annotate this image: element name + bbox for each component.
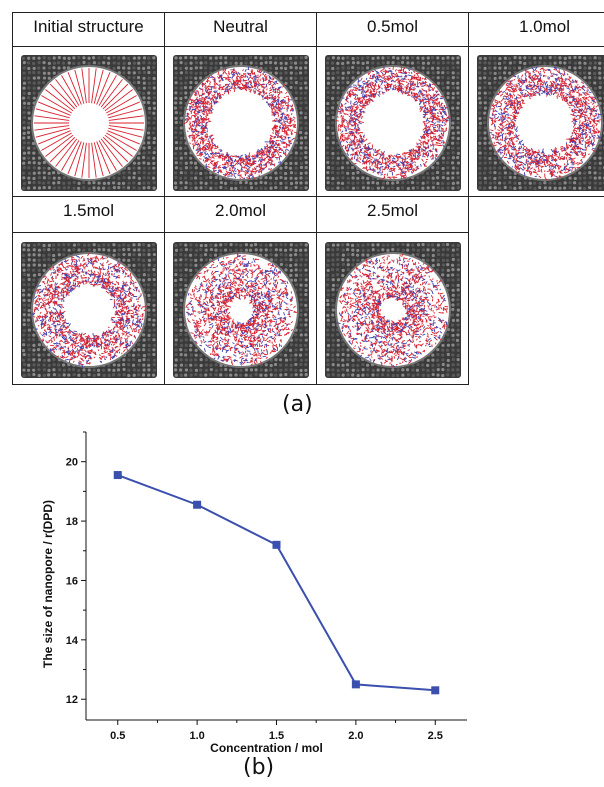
membrane-snapshot-image — [325, 55, 461, 191]
series-line — [117, 474, 436, 692]
y-tick-label: 20 — [66, 457, 78, 469]
snapshot-cell — [164, 232, 317, 385]
y-axis-title: The size of nanopore / r(DPD) — [41, 500, 55, 668]
membrane-annulus — [335, 65, 450, 180]
membrane-snapshot-image — [477, 55, 604, 191]
membrane-snapshot-image — [325, 242, 461, 378]
panel-label-text: 2.5mol — [366, 201, 419, 220]
membrane-snapshot-image — [173, 55, 309, 191]
data-point — [193, 500, 202, 509]
panel-label: 1.5mol — [12, 196, 165, 233]
initial-radial-chains — [34, 68, 144, 178]
x-tick-label: 0.5 — [110, 730, 125, 742]
x-tick-label: 2.0 — [348, 730, 363, 742]
data-point — [113, 471, 122, 480]
panel-label: 1.0mol — [468, 12, 604, 47]
snapshot-cell — [468, 46, 604, 197]
x-tick-label: 2.5 — [428, 730, 443, 742]
caption-b: (b) — [243, 755, 275, 780]
panel-label: Initial structure — [12, 12, 165, 47]
snapshot-cell — [12, 46, 165, 197]
snapshot-cell — [12, 232, 165, 385]
y-tick-label: 14 — [66, 635, 79, 647]
x-tick-label: 1.0 — [189, 730, 204, 742]
panel-label: Neutral — [164, 12, 317, 47]
pore-channel — [487, 65, 603, 181]
snapshot-cell — [316, 232, 469, 385]
snapshot-cell — [316, 46, 469, 197]
panel-label: 2.0mol — [164, 196, 317, 233]
panel-label-text: 0.5mol — [366, 17, 419, 36]
panel-label-text: 1.5mol — [62, 201, 115, 220]
membrane-annulus — [31, 252, 147, 368]
x-axis-title: Concentration / mol — [210, 741, 323, 755]
data-point — [272, 540, 281, 549]
panel-label-text: 1.0mol — [518, 17, 571, 36]
data-point — [351, 680, 360, 689]
data-point — [431, 686, 440, 695]
membrane-annulus — [183, 66, 298, 180]
panel-label-text: Initial structure — [33, 17, 144, 36]
panel-label-text: 2.0mol — [214, 201, 267, 220]
caption-a: (a) — [282, 392, 313, 417]
membrane-annulus — [336, 253, 449, 368]
membrane-snapshot-image — [173, 242, 309, 378]
panel-label-text: Neutral — [213, 17, 268, 36]
nanopore-size-chart: 0.5 1.0 1.5 2.0 2.5 12 14 16 18 20 Concentration /… — [41, 431, 467, 755]
y-tick-label: 16 — [66, 575, 78, 587]
y-tick-label: 18 — [66, 516, 78, 528]
panel-label: 0.5mol — [316, 12, 469, 47]
membrane-snapshot-image — [21, 242, 157, 378]
y-tick-label: 12 — [66, 694, 78, 706]
initial-structure-image — [21, 55, 157, 191]
panel-label: 2.5mol — [316, 196, 469, 233]
membrane-annulus — [185, 252, 298, 366]
x-tick-label: 1.5 — [269, 730, 284, 742]
membrane-annulus — [489, 65, 603, 181]
snapshot-cell — [164, 46, 317, 197]
